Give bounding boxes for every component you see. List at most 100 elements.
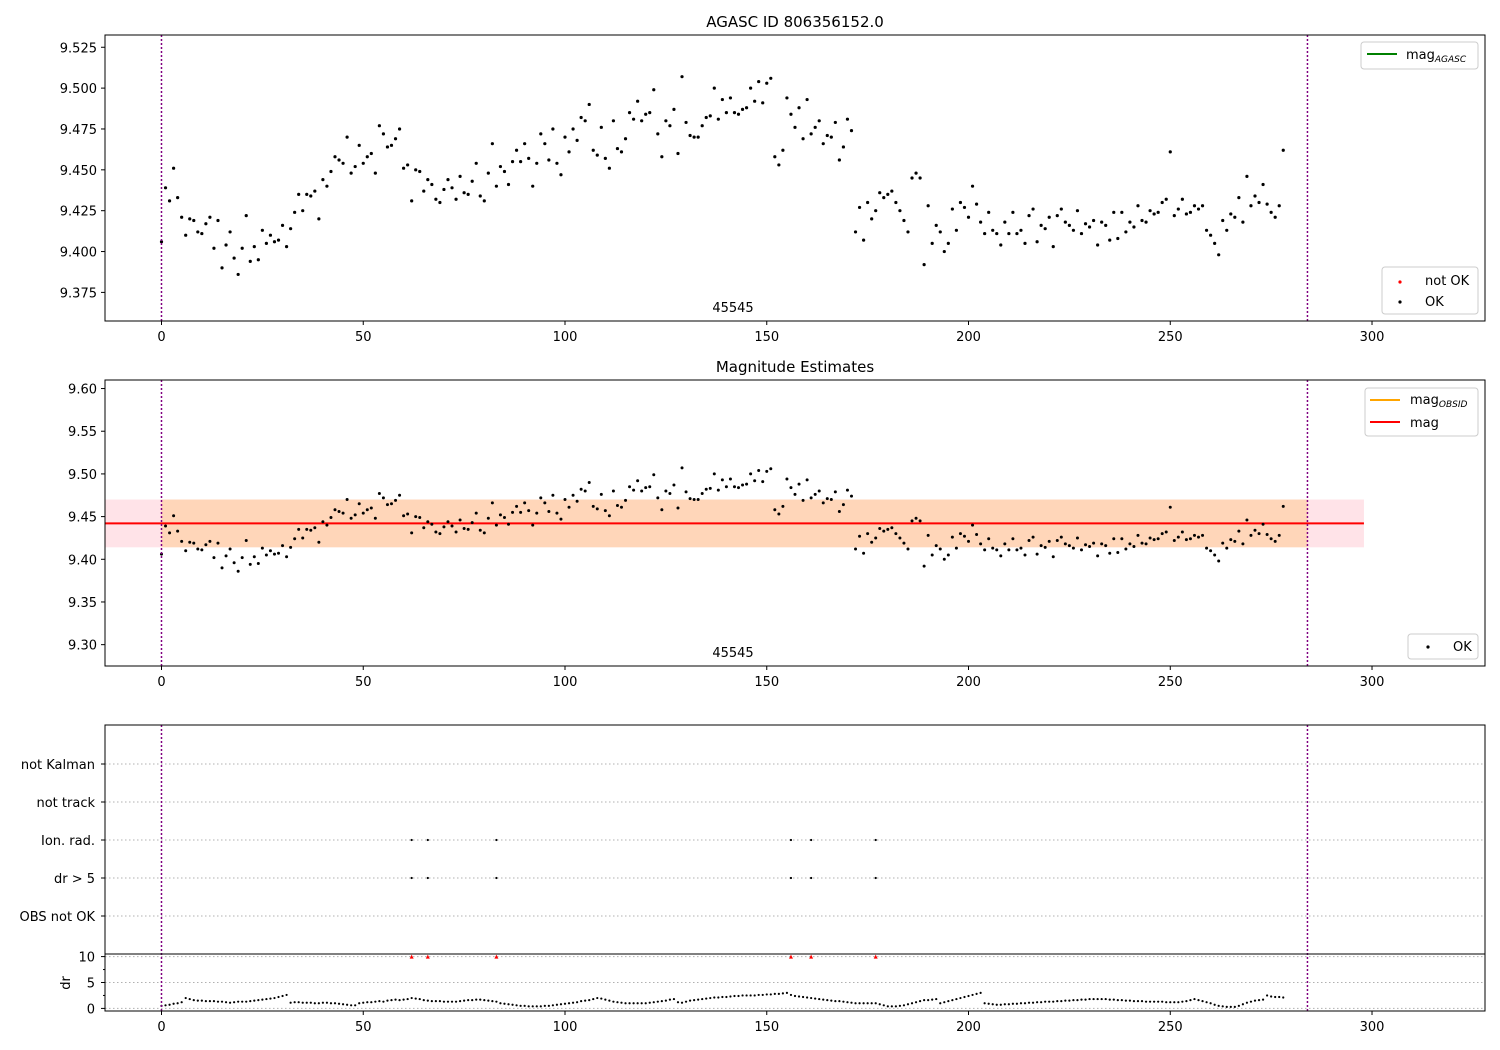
mag-point: [470, 179, 474, 183]
dr-point: [584, 999, 587, 1002]
dr-point: [733, 994, 736, 998]
dr-point: [1092, 997, 1095, 1001]
mag-point: [668, 124, 672, 128]
mag-estimate-point: [607, 514, 611, 518]
mag-point: [184, 233, 188, 237]
mag-estimate-point: [1051, 555, 1055, 559]
dr-point: [580, 1000, 583, 1003]
dr-point: [858, 1002, 861, 1005]
mag-point: [531, 184, 535, 188]
x-tick-label: 300: [1360, 675, 1385, 690]
dr-point: [350, 1004, 353, 1007]
dr-point: [592, 997, 595, 1001]
dr-point: [806, 996, 809, 999]
dr-point: [402, 998, 405, 1001]
dr-point: [1193, 997, 1196, 1001]
mag-estimate-point: [422, 526, 426, 530]
legend-marker-ok: [1398, 300, 1402, 304]
mag-estimate-point: [470, 521, 474, 525]
mag-point: [781, 148, 785, 152]
mag-point: [636, 99, 640, 103]
mag-estimate-point: [272, 552, 276, 556]
agasc-marker-legend: not OK OK: [1381, 266, 1479, 315]
legend-label-mag-agasc: magAGASC: [1406, 48, 1467, 65]
mag-estimate-point: [950, 535, 954, 539]
dr-point: [1007, 1003, 1010, 1006]
mag-estimate-point: [466, 527, 470, 531]
mag-point: [426, 178, 430, 182]
mag-point: [353, 164, 357, 169]
dr-point: [507, 1003, 510, 1006]
mag-point: [991, 228, 995, 232]
dr-point: [1237, 1004, 1240, 1007]
mag-estimate-point: [632, 488, 636, 492]
mag-estimate-point: [636, 479, 640, 483]
dr-point: [640, 1002, 643, 1005]
dr-point: [785, 991, 789, 994]
mag-point: [264, 241, 269, 245]
agasc-obsid-label: 45545: [712, 301, 753, 316]
mag-obsid-label: 45545: [712, 646, 753, 661]
x-tick-label: 300: [1360, 1020, 1385, 1035]
mag-estimate-point: [1225, 546, 1229, 550]
mag-point: [434, 197, 438, 201]
dr-point: [450, 1000, 454, 1003]
mag-point: [692, 135, 696, 139]
mag-estimate-point: [999, 554, 1003, 558]
mag-point: [866, 200, 870, 205]
mag-estimate-point: [519, 510, 523, 514]
mag-point: [1059, 207, 1063, 211]
dr-point: [1249, 1000, 1253, 1003]
mag-estimate-point: [1047, 539, 1051, 543]
magnitude-estimates-panel: Magnitude Estimates 9.30 9.35 9.40 9.45 9.50…: [68, 358, 1486, 690]
mag-point: [599, 125, 603, 129]
mag-point: [579, 115, 583, 120]
dr-point: [765, 993, 768, 996]
mag-point: [543, 142, 547, 146]
mag-estimate-point: [680, 466, 684, 470]
dr-point: [281, 994, 284, 998]
mag-point: [1023, 241, 1027, 245]
dr-point: [923, 999, 926, 1002]
dr-clipped-marker: [494, 954, 499, 959]
mag-estimate-point: [732, 485, 736, 489]
dr-point: [1068, 999, 1071, 1002]
dr-point: [422, 999, 425, 1002]
dr-point: [398, 999, 401, 1002]
y-tick-label: 9.55: [68, 425, 97, 440]
dr-point: [321, 1001, 324, 1004]
mag-point: [1051, 245, 1055, 249]
mag-estimate-point: [813, 492, 817, 496]
mag-estimate-point: [567, 505, 571, 509]
mag-estimate-point: [1188, 537, 1192, 541]
mag-estimate-point: [745, 482, 749, 486]
mag-point: [728, 96, 733, 100]
mag-point: [188, 217, 192, 221]
dr-point: [1011, 1002, 1014, 1005]
dr-point: [531, 1005, 534, 1008]
mag-point: [664, 119, 668, 123]
mag-estimate-point: [1265, 533, 1269, 537]
dr-axis-label: dr: [59, 976, 74, 990]
mag-estimate-point: [1124, 547, 1128, 551]
dr-point: [757, 993, 760, 997]
mag-estimate-point: [406, 512, 410, 516]
mag-point: [555, 161, 559, 165]
dr-point: [963, 995, 966, 999]
mag-point: [886, 192, 890, 196]
mag-estimate-point: [801, 498, 805, 502]
mag-estimate-point: [377, 492, 381, 496]
dr-point: [664, 999, 667, 1002]
dr-point: [894, 1005, 897, 1008]
mag-point: [954, 228, 959, 232]
mag-estimate-point: [769, 467, 773, 471]
mag-estimate-point: [248, 562, 252, 566]
mag-estimate-point: [615, 503, 619, 507]
dr-point: [196, 999, 199, 1002]
mag-estimate-point: [264, 553, 268, 557]
dr-point: [426, 999, 429, 1002]
mag-point: [458, 174, 462, 178]
dr-point: [955, 997, 958, 1001]
dr-point: [814, 997, 817, 1000]
dr-point: [261, 998, 264, 1001]
